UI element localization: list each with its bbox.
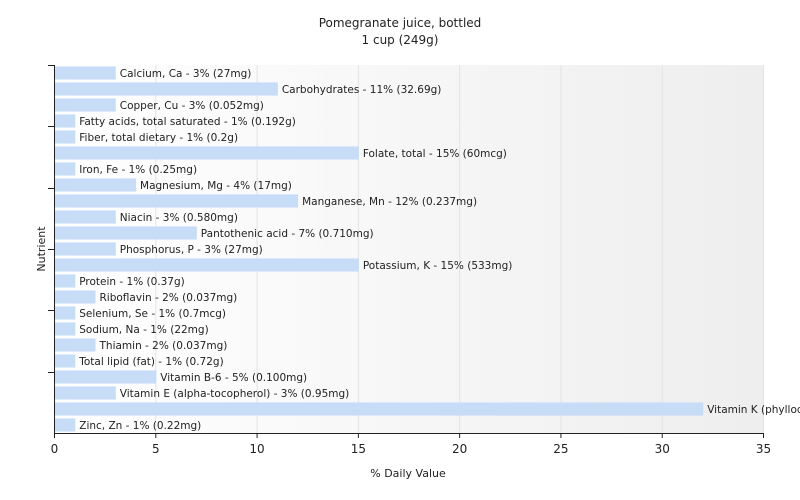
bar-data-label: Fatty acids, total saturated - 1% (0.192…	[79, 116, 296, 128]
bar	[55, 114, 76, 128]
x-tick-label: 15	[351, 442, 366, 456]
bar	[55, 146, 359, 160]
bar-data-label: Pantothenic acid - 7% (0.710mg)	[201, 228, 374, 240]
bar	[55, 98, 116, 112]
bar-data-label: Sodium, Na - 1% (22mg)	[79, 324, 208, 336]
x-tick-label: 25	[553, 442, 568, 456]
x-tick-label: 20	[452, 442, 467, 456]
bar	[55, 290, 96, 304]
bar-data-label: Zinc, Zn - 1% (0.22mg)	[79, 420, 201, 432]
bar	[55, 354, 76, 368]
bar	[55, 322, 76, 336]
bar	[55, 274, 76, 288]
bar	[55, 194, 299, 208]
bar	[55, 162, 76, 176]
x-tick-label: 30	[655, 442, 670, 456]
bar-data-label: Thiamin - 2% (0.037mg)	[99, 340, 228, 352]
x-tick-label: 35	[756, 442, 771, 456]
bar-data-label: Vitamin K (phylloquinone) - 32% (25.9mcg…	[707, 404, 800, 416]
chart-subtitle: 1 cup (249g)	[362, 33, 439, 47]
bar	[55, 370, 157, 384]
bar-data-label: Folate, total - 15% (60mcg)	[363, 148, 507, 160]
bar	[55, 402, 704, 416]
bar-data-label: Vitamin B-6 - 5% (0.100mg)	[160, 372, 307, 384]
bar	[55, 258, 359, 272]
bar-data-label: Carbohydrates - 11% (32.69g)	[282, 84, 442, 96]
bar-data-label: Protein - 1% (0.37g)	[79, 276, 185, 288]
plot-area	[54, 65, 763, 433]
x-tick-label: 5	[152, 442, 160, 456]
bar-data-label: Calcium, Ca - 3% (27mg)	[120, 68, 252, 80]
bar	[55, 226, 197, 240]
bar-data-label: Vitamin E (alpha-tocopherol) - 3% (0.95m…	[120, 388, 350, 400]
bar-data-label: Manganese, Mn - 12% (0.237mg)	[302, 196, 477, 208]
bar	[55, 418, 76, 432]
bar-data-label: Niacin - 3% (0.580mg)	[120, 212, 238, 224]
axes: 0 5 10 15 20 25 30 35	[48, 65, 771, 456]
bars: Calcium, Ca - 3% (27mg) Carbohydrates - 1…	[55, 66, 800, 432]
bar-data-label: Copper, Cu - 3% (0.052mg)	[120, 100, 264, 112]
bar	[55, 178, 137, 192]
bar-data-label: Selenium, Se - 1% (0.7mcg)	[79, 308, 226, 320]
bar	[55, 242, 116, 256]
x-tick-label: 0	[51, 442, 59, 456]
x-tick-label: 10	[249, 442, 264, 456]
bar	[55, 338, 96, 352]
bar-data-label: Magnesium, Mg - 4% (17mg)	[140, 180, 292, 192]
bar-data-label: Fiber, total dietary - 1% (0.2g)	[79, 132, 238, 144]
bar-data-label: Riboflavin - 2% (0.037mg)	[100, 292, 238, 304]
bar	[55, 66, 116, 80]
bar-data-label: Iron, Fe - 1% (0.25mg)	[79, 164, 197, 176]
gridlines	[155, 65, 764, 433]
bar	[55, 210, 116, 224]
y-axis-label: Nutrient	[35, 226, 48, 272]
bar-data-label: Total lipid (fat) - 1% (0.72g)	[78, 356, 223, 368]
bar	[55, 306, 76, 320]
x-axis-label: % Daily Value	[370, 467, 446, 480]
bar	[55, 130, 76, 144]
bar	[55, 386, 116, 400]
bar-data-label: Phosphorus, P - 3% (27mg)	[120, 244, 263, 256]
chart-title: Pomegranate juice, bottled	[319, 16, 482, 30]
bar-data-label: Potassium, K - 15% (533mg)	[363, 260, 513, 272]
bar	[55, 82, 278, 96]
